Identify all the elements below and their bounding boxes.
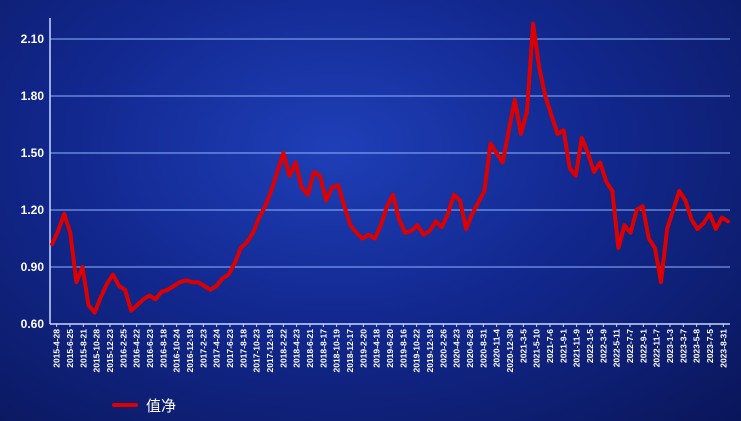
x-tick-label: 2023-3-7 [678, 329, 688, 363]
x-tick-label: 2015-8-21 [78, 329, 88, 368]
x-tick-label: 2022-1-5 [585, 329, 595, 363]
x-tick-label: 2023-8-31 [718, 329, 728, 368]
x-tick-label: 2019-2-20 [358, 329, 368, 368]
x-tick-label: 2020-8-31 [478, 329, 488, 368]
x-tick-label: 2021-11-9 [572, 329, 582, 368]
x-tick-label: 2020-12-30 [505, 329, 515, 373]
x-tick-label: 2017-8-18 [238, 329, 248, 368]
grid-layer [50, 38, 730, 325]
x-tick-label: 2016-4-22 [132, 329, 142, 368]
x-tick-label: 2020-6-26 [465, 329, 475, 368]
x-tick-label: 2022-11-7 [652, 329, 662, 368]
y-tick-label: 1.20 [21, 203, 45, 217]
x-tick-label: 2016-2-25 [118, 329, 128, 368]
y-tick-labels: 0.60 0.90 1.20 1.50 1.80 2.10 [21, 32, 45, 331]
x-tick-label: 2023-7-5 [705, 329, 715, 363]
x-tick-label: 2021-7-6 [545, 329, 555, 363]
x-tick-label: 2020-11-4 [492, 329, 502, 368]
x-tick-label: 2016-6-23 [145, 329, 155, 368]
x-tick-label: 2015-6-25 [65, 329, 75, 368]
x-tick-label: 2018-10-19 [332, 329, 342, 373]
x-tick-label: 2023-1-3 [665, 329, 675, 363]
x-tick-label: 2020-4-23 [452, 329, 462, 368]
x-tick-label: 2021-5-10 [532, 329, 542, 368]
x-tick-label: 2021-9-1 [558, 329, 568, 363]
x-tick-label: 2015-12-23 [105, 329, 115, 373]
x-tick-label: 2022-9-1 [638, 329, 648, 363]
x-tick-label: 2017-6-23 [225, 329, 235, 368]
x-tick-label: 2016-10-24 [172, 329, 182, 373]
x-tick-label: 2020-2-26 [438, 329, 448, 368]
x-tick-label: 2019-8-16 [398, 329, 408, 368]
x-tick-label: 2018-6-21 [305, 329, 315, 368]
x-tick-label: 2018-12-17 [345, 329, 355, 373]
x-tick-label: 2016-8-18 [158, 329, 168, 368]
x-tick-label: 2018-8-17 [318, 329, 328, 368]
x-tick-label: 2022-5-11 [612, 329, 622, 368]
y-tick-label: 0.90 [21, 260, 45, 274]
x-tick-label: 2019-12-19 [425, 329, 435, 373]
x-tick-label: 2019-6-20 [385, 329, 395, 368]
x-tick-label: 2019-10-22 [412, 329, 422, 373]
x-tick-label: 2019-4-18 [372, 329, 382, 368]
series-layer [50, 21, 730, 315]
y-tick-label: 0.60 [21, 317, 45, 331]
y-tick-label: 2.10 [21, 32, 45, 46]
x-tick-label: 2018-4-23 [292, 329, 302, 368]
x-tick-label: 2016-12-19 [185, 329, 195, 373]
legend: 值净 [112, 397, 176, 415]
x-tick-label: 2017-12-19 [265, 329, 275, 373]
y-tick-label: 1.50 [21, 146, 45, 160]
x-tick-label: 2017-2-23 [198, 329, 208, 368]
x-tick-label: 2021-3-5 [518, 329, 528, 363]
y-tick-label: 1.80 [21, 89, 45, 103]
x-tick-label: 2023-5-8 [692, 329, 702, 363]
x-tick-label: 2015-10-28 [92, 329, 102, 373]
legend-label: 值净 [146, 397, 176, 415]
x-tick-label: 2022-7-7 [625, 329, 635, 363]
x-tick-label: 2017-10-23 [252, 329, 262, 373]
x-tick-label: 2018-2-22 [278, 329, 288, 368]
x-tick-label: 2015-4-28 [52, 329, 62, 368]
x-tick-label: 2017-4-24 [212, 329, 222, 368]
series-line [50, 21, 730, 315]
x-tick-label: 2022-3-9 [598, 329, 608, 363]
x-tick-labels: 2015-4-28 2015-6-25 2015-8-21 2015-10-28 201… [52, 329, 729, 373]
axis-layer [49, 18, 730, 327]
